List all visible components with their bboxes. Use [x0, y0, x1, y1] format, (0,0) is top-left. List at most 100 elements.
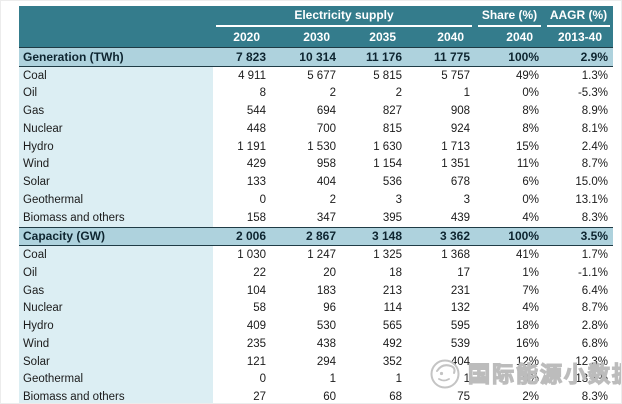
cell-value: 8.9% [544, 102, 613, 120]
cell-value: 231 [407, 281, 475, 300]
cell-value: 5 815 [341, 66, 407, 85]
group-header-electricity-supply: Electricity supply [213, 6, 475, 27]
cell-value: 1 154 [341, 155, 407, 174]
cell-value: 22 [213, 264, 271, 282]
cell-value: 6.4% [544, 281, 613, 300]
cell-value: 8.7% [544, 155, 613, 174]
table-row: Nuclear 448 700 815 924 8% 8.1% [19, 120, 613, 138]
cell-value: 11% [475, 155, 544, 174]
cell-value: 132 [407, 299, 475, 318]
table-row: Geothermal 0 1 1 1 0% 13.1% [19, 370, 613, 389]
cell-value: 2 006 [213, 226, 271, 247]
cell-value: 1 368 [407, 245, 475, 264]
cell-value: 404 [407, 352, 475, 371]
table-row: Gas 544 694 827 908 8% 8.9% [19, 102, 613, 120]
year-header-2040: 2040 [407, 27, 475, 48]
cell-value: 395 [341, 208, 407, 227]
cell-value: 536 [341, 173, 407, 191]
cell-value: 17 [407, 264, 475, 282]
cell-value: 13.1% [544, 370, 613, 389]
cell-value: 0% [475, 84, 544, 103]
cell-value: 530 [271, 317, 341, 335]
cell-value: 20 [271, 264, 341, 282]
section-row: Capacity (GW) 2 006 2 867 3 148 3 362 100% 3.5… [19, 226, 613, 247]
row-label: Hydro [19, 317, 213, 335]
cell-value: 565 [341, 317, 407, 335]
cell-value: 4 911 [213, 66, 271, 85]
table-body: Generation (TWh) 7 823 10 314 11 176 11 775 1… [19, 47, 613, 403]
cell-value: 595 [407, 317, 475, 335]
table-row: Gas 104 183 213 231 7% 6.4% [19, 281, 613, 300]
cell-value: 12.3% [544, 352, 613, 371]
aagr-period-header: 2013-40 [544, 27, 613, 48]
cell-value: 18% [475, 317, 544, 335]
cell-value: 8.1% [544, 120, 613, 138]
cell-value: 1.3% [544, 66, 613, 85]
cell-value: 2.8% [544, 317, 613, 335]
cell-value: 347 [271, 208, 341, 227]
electricity-supply-table: Electricity supply Share (%) AAGR (%) 20… [19, 6, 613, 403]
table-row: Biomass and others 158 347 395 439 4% 8.3% [19, 208, 613, 227]
group-header-share: Share (%) [475, 6, 544, 27]
cell-value: 544 [213, 102, 271, 120]
cell-value: 8 [213, 84, 271, 103]
cell-value: 15.0% [544, 173, 613, 191]
cell-value: 183 [271, 281, 341, 300]
group-header-aagr: AAGR (%) [544, 6, 613, 27]
row-label: Gas [19, 281, 213, 300]
cell-value: 13.1% [544, 191, 613, 209]
cell-value: 827 [341, 102, 407, 120]
row-label: Oil [19, 264, 213, 282]
row-label: Oil [19, 84, 213, 103]
cell-value: 3 [341, 191, 407, 209]
row-label: Wind [19, 335, 213, 353]
group-label-share: Share (%) [478, 6, 541, 27]
row-label: Geothermal [19, 370, 213, 389]
row-label: Wind [19, 155, 213, 174]
row-label: Hydro [19, 137, 213, 156]
row-label: Coal [19, 66, 213, 85]
share-year-header: 2040 [475, 27, 544, 48]
cell-value: 213 [341, 281, 407, 300]
cell-value: 8.3% [544, 208, 613, 227]
table-row: Geothermal 0 2 3 3 0% 13.1% [19, 191, 613, 209]
cell-value: 2 867 [271, 226, 341, 247]
year-header-2035: 2035 [341, 27, 407, 48]
cell-value: 16% [475, 335, 544, 353]
cell-value: 8.7% [544, 299, 613, 318]
cell-value: 58 [213, 299, 271, 318]
cell-value: 448 [213, 120, 271, 138]
cell-value: 539 [407, 335, 475, 353]
cell-value: 100% [475, 47, 544, 67]
cell-value: 2 [271, 84, 341, 103]
table-row: Oil 8 2 2 1 0% -5.3% [19, 84, 613, 103]
cell-value: 3 362 [407, 226, 475, 247]
row-label: Nuclear [19, 120, 213, 138]
cell-value: 5 757 [407, 66, 475, 85]
year-header-2020: 2020 [213, 27, 271, 48]
cell-value: 96 [271, 299, 341, 318]
cell-value: 438 [271, 335, 341, 353]
table-row: Biomass and others 27 60 68 75 2% 8.3% [19, 388, 613, 403]
cell-value: 0 [213, 370, 271, 389]
row-label: Solar [19, 352, 213, 371]
cell-value: -1.1% [544, 264, 613, 282]
cell-value: 404 [271, 173, 341, 191]
table-row: Solar 133 404 536 678 6% 15.0% [19, 173, 613, 191]
cell-value: 235 [213, 335, 271, 353]
cell-value: 3 148 [341, 226, 407, 247]
cell-value: 1 [407, 84, 475, 103]
cell-value: 5 677 [271, 66, 341, 85]
cell-value: 1 [407, 370, 475, 389]
cell-value: 694 [271, 102, 341, 120]
cell-value: 158 [213, 208, 271, 227]
cell-value: 1 [341, 370, 407, 389]
cell-value: 1.7% [544, 245, 613, 264]
cell-value: 12% [475, 352, 544, 371]
table-row: Wind 429 958 1 154 1 351 11% 8.7% [19, 155, 613, 174]
table-row: Oil 22 20 18 17 1% -1.1% [19, 264, 613, 282]
cell-value: 1 325 [341, 245, 407, 264]
cell-value: 678 [407, 173, 475, 191]
cell-value: 2.4% [544, 137, 613, 156]
